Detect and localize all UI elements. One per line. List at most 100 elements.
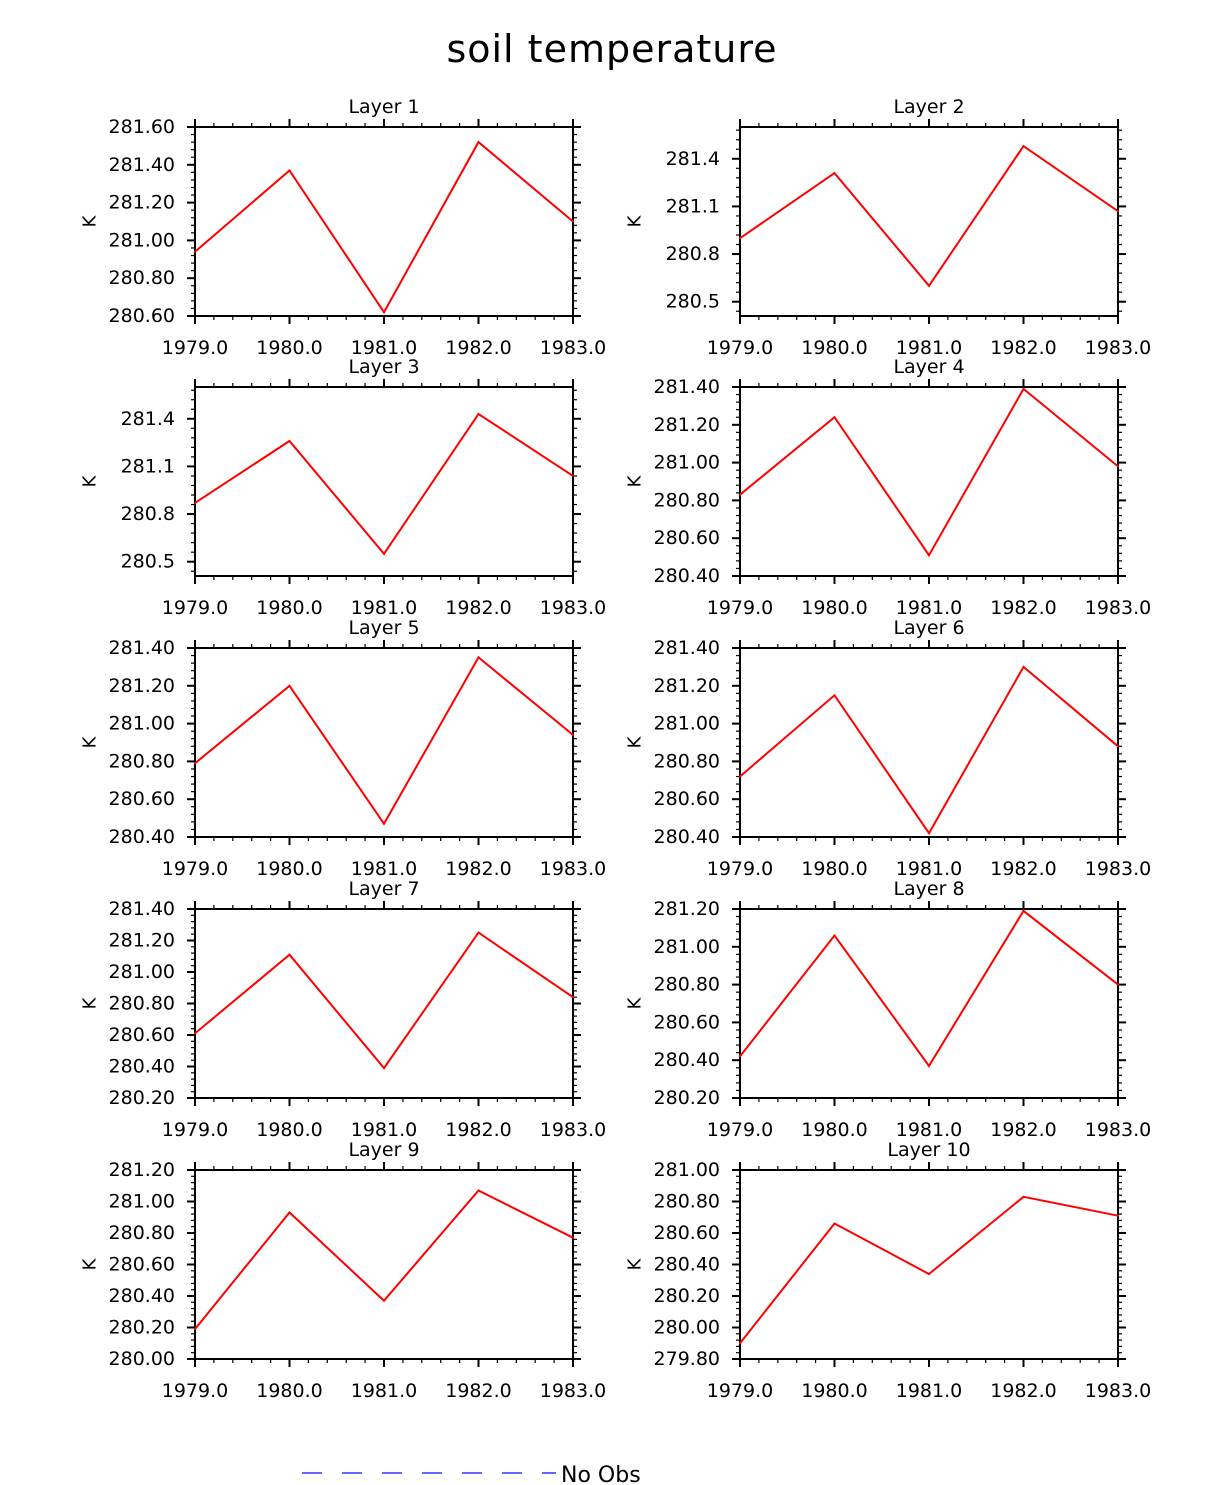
data-point	[572, 474, 574, 477]
data-point	[928, 832, 930, 835]
y-tick-label: 281.40	[109, 637, 175, 659]
data-point	[194, 1032, 196, 1035]
y-tick-label: 280.80	[654, 750, 720, 772]
y-tick-label: 280.5	[121, 551, 175, 573]
y-tick-label: 281.1	[666, 195, 720, 217]
y-axis-label: K	[80, 996, 101, 1009]
x-tick-label: 1981.0	[351, 858, 417, 880]
panel-title: Layer 8	[893, 878, 964, 900]
plot-frame	[739, 908, 1119, 1099]
data-point	[288, 440, 291, 442]
data-point	[194, 250, 196, 253]
y-tick-label: 280.20	[654, 1285, 720, 1307]
data-point	[288, 684, 291, 687]
series-line	[739, 909, 1119, 1068]
data-point	[383, 1067, 385, 1070]
x-tick-label: 1979.0	[162, 1119, 228, 1141]
data-point	[1022, 1195, 1025, 1198]
data-point	[739, 1342, 741, 1345]
data-point	[477, 413, 480, 415]
x-tick-label: 1979.0	[707, 337, 773, 359]
panel-title: Layer 10	[887, 1139, 970, 1161]
x-tick-label: 1981.0	[351, 597, 417, 619]
y-tick-label: 281.4	[121, 408, 175, 430]
y-tick-label: 280.60	[109, 788, 175, 810]
y-tick-label: 280.40	[654, 826, 720, 848]
x-tick-label: 1981.0	[351, 337, 417, 359]
y-tick-label: 280.40	[654, 565, 720, 587]
chart-panel-8: Layer 8 K 1979.0 1980.0 1981.0 1982.0 1983.0 28…	[625, 878, 1152, 1141]
x-tick-label: 1980.0	[256, 1380, 322, 1402]
data-point	[383, 552, 385, 555]
y-tick-label: 280.80	[109, 1222, 175, 1244]
data-point	[477, 656, 480, 659]
data-point	[833, 1222, 836, 1225]
x-tick-label: 1983.0	[1085, 1380, 1151, 1402]
plot-frame	[739, 386, 1119, 577]
y-axis-label: K	[625, 474, 646, 487]
y-tick-label: 281.20	[109, 930, 175, 952]
x-tick-label: 1983.0	[540, 1119, 606, 1141]
legend: No Obs	[302, 1463, 641, 1485]
series-line	[194, 412, 574, 556]
panel-title: Layer 9	[348, 1139, 419, 1161]
y-tick-label: 281.4	[666, 148, 720, 170]
y-tick-label: 280.40	[654, 1254, 720, 1276]
y-axis-label: K	[80, 1257, 101, 1270]
plot-frame	[194, 1169, 574, 1360]
chart-panel-5: Layer 5 K 1979.0 1980.0 1981.0 1982.0 1983.0 28…	[80, 617, 607, 880]
panel-title: Layer 4	[893, 356, 964, 378]
y-axis-label: K	[625, 1257, 646, 1270]
x-tick-label: 1980.0	[801, 597, 867, 619]
data-point	[1117, 745, 1119, 748]
y-tick-label: 280.60	[654, 527, 720, 549]
chart-panel-10: Layer 10 K 1979.0 1980.0 1981.0 1982.0 1983.0 2…	[625, 1139, 1152, 1402]
data-point	[928, 554, 930, 557]
panel-title: Layer 1	[348, 96, 419, 118]
panel-grid: Layer 1 K 1979.0 1980.0 1981.0 1982.0 1983.0 28…	[80, 96, 1152, 1402]
x-tick-label: 1980.0	[256, 1119, 322, 1141]
y-axis-label: K	[625, 735, 646, 748]
x-tick-label: 1983.0	[1085, 858, 1151, 880]
x-tick-label: 1982.0	[990, 1119, 1056, 1141]
series-line	[194, 655, 574, 826]
data-point	[833, 694, 836, 697]
x-tick-label: 1979.0	[162, 858, 228, 880]
x-tick-label: 1982.0	[990, 337, 1056, 359]
y-tick-label: 281.20	[109, 192, 175, 214]
x-tick-label: 1981.0	[896, 1380, 962, 1402]
data-point	[928, 1064, 930, 1067]
plot-frame	[739, 126, 1119, 317]
y-tick-label: 280.40	[109, 826, 175, 848]
series-line	[194, 931, 574, 1070]
data-point	[194, 1328, 196, 1331]
y-tick-label: 280.80	[109, 993, 175, 1015]
data-point	[1022, 909, 1025, 912]
y-tick-label: 280.40	[109, 1285, 175, 1307]
y-tick-label: 279.80	[654, 1348, 720, 1370]
y-tick-label: 281.00	[109, 1191, 175, 1213]
data-point	[928, 284, 930, 287]
y-tick-label: 281.00	[109, 961, 175, 983]
data-point	[194, 762, 196, 765]
x-tick-label: 1982.0	[445, 597, 511, 619]
y-tick-label: 281.00	[109, 229, 175, 251]
y-tick-label: 280.60	[654, 1011, 720, 1033]
y-tick-label: 281.40	[109, 898, 175, 920]
data-point	[928, 1272, 930, 1275]
x-tick-label: 1983.0	[1085, 597, 1151, 619]
y-axis-label: K	[625, 996, 646, 1009]
chart-panel-4: Layer 4 K 1979.0 1980.0 1981.0 1982.0 1983.0 28…	[625, 356, 1152, 619]
data-point	[194, 501, 196, 504]
chart-panel-9: Layer 9 K 1979.0 1980.0 1981.0 1982.0 1983.0 28…	[80, 1139, 607, 1402]
y-tick-label: 280.60	[109, 1024, 175, 1046]
x-tick-label: 1982.0	[990, 1380, 1056, 1402]
data-point	[1117, 1214, 1119, 1217]
series-line	[739, 387, 1119, 558]
y-tick-label: 280.8	[666, 243, 720, 265]
data-point	[1022, 145, 1025, 148]
data-point	[739, 237, 741, 240]
data-point	[833, 934, 836, 937]
x-tick-label: 1982.0	[990, 858, 1056, 880]
series-line	[194, 140, 574, 315]
